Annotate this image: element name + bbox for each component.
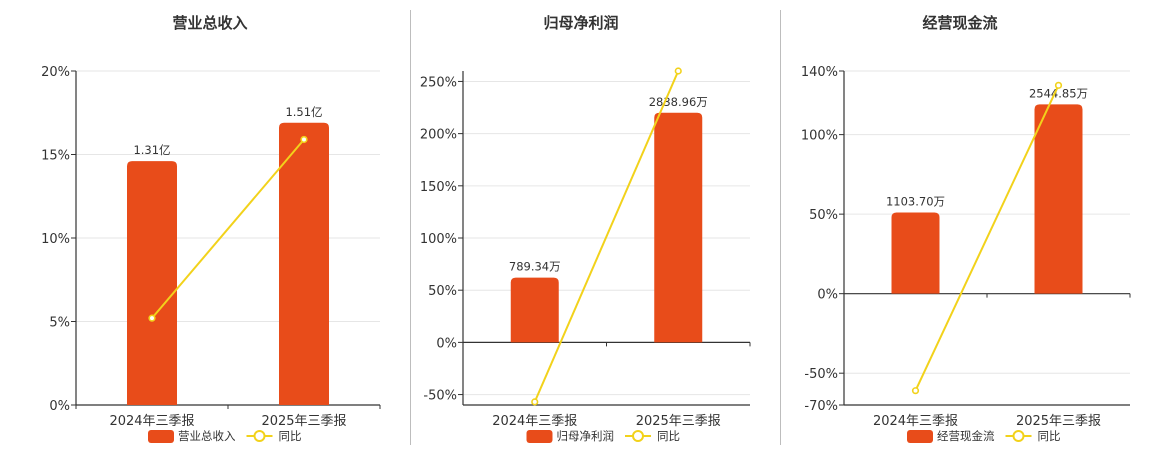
x-category-label: 2025年三季报 bbox=[261, 414, 346, 429]
chart-title: 经营现金流 bbox=[922, 14, 997, 32]
yoy-point bbox=[531, 398, 539, 406]
y-tick-label: 140% bbox=[801, 65, 838, 80]
y-tick-label: 100% bbox=[420, 232, 457, 247]
yoy-point bbox=[674, 67, 682, 75]
cash-flow-chart: 经营现金流 -70% -50% 0% 50% 100% 140% 1103.70万 2544.8… bbox=[801, 14, 1131, 443]
legend-bar-swatch bbox=[907, 430, 933, 443]
y-tick-label: 100% bbox=[801, 129, 838, 144]
y-tick-label: 5% bbox=[49, 316, 70, 331]
chart-panel-cash-flow: 经营现金流 -70% -50% 0% 50% 100% 140% 1103.70万 2544.8… bbox=[781, 0, 1160, 450]
net-profit-chart: 归母净利润 -50% 0% 50% 100% 150% 200% 250% 789.34万 283… bbox=[420, 14, 751, 443]
legend-line-marker bbox=[1012, 430, 1025, 442]
yoy-line bbox=[914, 84, 1060, 392]
y-tick-label: 50% bbox=[428, 284, 457, 299]
yoy-point bbox=[911, 387, 920, 395]
y-tick-label: 250% bbox=[420, 75, 457, 90]
bar-data-label: 2544.85万 bbox=[1029, 86, 1088, 100]
y-tick-label: 0% bbox=[49, 399, 70, 414]
bar bbox=[1034, 104, 1083, 294]
bar bbox=[279, 122, 329, 406]
y-tick-label: 50% bbox=[809, 208, 838, 223]
bar bbox=[891, 212, 940, 294]
chart-title: 归母净利润 bbox=[543, 14, 618, 32]
y-tick-label: 0% bbox=[436, 336, 457, 351]
y-tick-label: -50% bbox=[423, 389, 457, 404]
x-category-label: 2025年三季报 bbox=[636, 414, 721, 429]
y-tick-label: 10% bbox=[41, 232, 70, 247]
legend-line-marker bbox=[632, 430, 644, 442]
legend-bar-label: 营业总收入 bbox=[178, 429, 236, 443]
legend-line-label: 同比 bbox=[279, 429, 302, 443]
bar bbox=[127, 161, 177, 405]
legend-bar-label: 归母净利润 bbox=[557, 429, 615, 443]
y-tick-label: 15% bbox=[41, 149, 70, 164]
bar-data-label: 1.51亿 bbox=[285, 105, 322, 119]
yoy-point bbox=[148, 314, 156, 322]
yoy-line bbox=[533, 70, 680, 403]
legend-line-label: 同比 bbox=[1038, 429, 1061, 443]
bar bbox=[654, 112, 703, 343]
bar-data-label: 789.34万 bbox=[509, 260, 561, 274]
chart-panel-revenue: 营业总收入 0% 5% 10% 15% 20% 1.31亿 1.51亿 2024年三季报 2025… bbox=[0, 0, 410, 450]
revenue-chart: 营业总收入 0% 5% 10% 15% 20% 1.31亿 1.51亿 2024年三季报 2025… bbox=[41, 14, 381, 443]
yoy-line bbox=[151, 138, 305, 319]
x-category-label: 2025年三季报 bbox=[1016, 414, 1101, 429]
x-category-label: 2024年三季报 bbox=[873, 414, 958, 429]
legend-bar-label: 经营现金流 bbox=[937, 429, 995, 443]
bar bbox=[510, 277, 559, 343]
y-tick-label: -50% bbox=[804, 367, 838, 382]
divider-1 bbox=[410, 10, 411, 445]
yoy-point bbox=[1054, 81, 1063, 89]
legend-bar-swatch bbox=[526, 430, 553, 443]
divider-2 bbox=[780, 10, 781, 445]
legend-bar-swatch bbox=[148, 430, 174, 443]
y-tick-label: -70% bbox=[804, 399, 838, 414]
chart-panel-net-profit: 归母净利润 -50% 0% 50% 100% 150% 200% 250% 789.34万 283… bbox=[411, 0, 780, 450]
chart-title: 营业总收入 bbox=[172, 14, 247, 32]
x-category-label: 2024年三季报 bbox=[492, 414, 577, 429]
y-tick-label: 0% bbox=[817, 288, 838, 303]
yoy-point bbox=[300, 135, 308, 144]
y-tick-label: 20% bbox=[41, 65, 70, 80]
bar-data-label: 1.31亿 bbox=[133, 143, 170, 157]
y-tick-label: 200% bbox=[420, 128, 457, 143]
bar-data-label: 2838.96万 bbox=[649, 95, 708, 109]
legend-line-label: 同比 bbox=[657, 429, 680, 443]
bar-data-label: 1103.70万 bbox=[886, 195, 945, 209]
x-category-label: 2024年三季报 bbox=[109, 414, 194, 429]
legend-line-marker bbox=[253, 430, 266, 442]
y-tick-label: 150% bbox=[420, 180, 457, 195]
